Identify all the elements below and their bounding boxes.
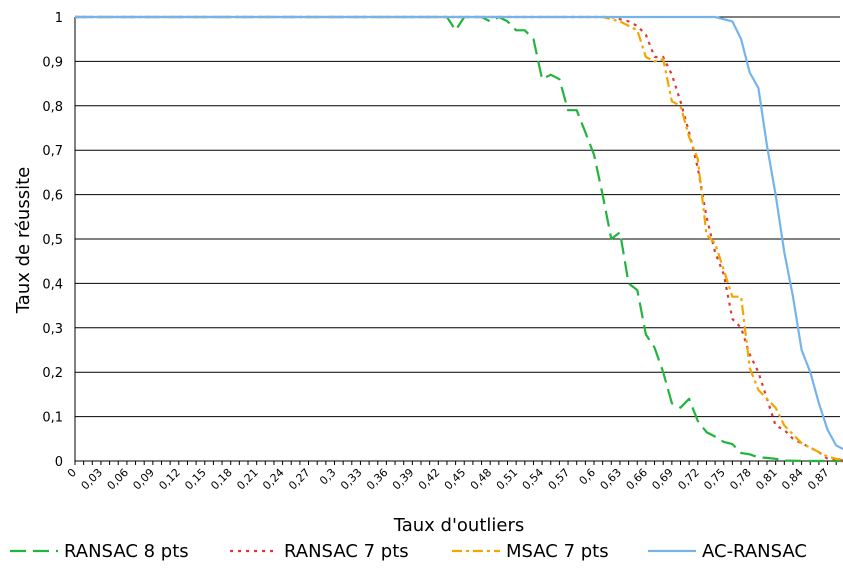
y-tick-label: 0,4 bbox=[42, 277, 63, 292]
y-tick-label: 0,8 bbox=[42, 100, 63, 115]
x-tick-label: 0,36 bbox=[364, 466, 391, 493]
x-tick-label: 0,87 bbox=[805, 466, 832, 493]
y-tick-label: 0 bbox=[55, 455, 63, 470]
x-tick-label: 0,78 bbox=[727, 466, 754, 493]
series-line-ac-ransac bbox=[75, 15, 843, 451]
x-tick-label: 0,06 bbox=[105, 466, 132, 493]
y-axis-label: Taux de réussite bbox=[13, 167, 34, 314]
axes bbox=[74, 17, 837, 465]
x-tick-label: 0,3 bbox=[317, 466, 339, 488]
series-line-ransac-8-pts bbox=[75, 15, 843, 463]
y-tick-label: 0,2 bbox=[42, 366, 63, 381]
y-tick-label: 0,3 bbox=[42, 322, 63, 337]
x-tick-label: 0,18 bbox=[208, 466, 235, 493]
x-tick-label: 0,24 bbox=[260, 466, 287, 493]
x-tick-label: 0,75 bbox=[701, 466, 728, 493]
x-tick-label: 0,84 bbox=[779, 466, 806, 493]
series-line-msac-7-pts bbox=[75, 15, 843, 461]
legend-entry: AC-RANSAC bbox=[702, 541, 807, 562]
x-tick-label: 0 bbox=[65, 466, 79, 480]
x-tick-label: 0,09 bbox=[130, 466, 157, 493]
y-tick-label: 0,6 bbox=[42, 189, 63, 204]
series-lines bbox=[75, 15, 843, 463]
y-tick-label: 1 bbox=[55, 11, 63, 26]
x-tick-label: 0,81 bbox=[753, 466, 780, 493]
x-tick-label: 0,42 bbox=[416, 466, 443, 493]
x-tick-label: 0,45 bbox=[442, 466, 469, 493]
x-tick-label: 0,33 bbox=[338, 466, 365, 493]
tick-labels: 00,10,20,30,40,50,60,70,80,910 0,03 0,06 0,… bbox=[42, 11, 831, 492]
legend-entry: RANSAC 8 pts bbox=[64, 541, 189, 562]
x-tick-label: 0,54 bbox=[520, 466, 547, 493]
y-tick-label: 0,7 bbox=[42, 144, 63, 159]
x-tick-label: 0,39 bbox=[390, 466, 417, 493]
x-tick-label: 0,27 bbox=[286, 466, 313, 493]
x-tick-label: 0,15 bbox=[182, 466, 209, 493]
x-tick-label: 0,63 bbox=[598, 466, 625, 493]
x-tick-label: 0,03 bbox=[79, 466, 106, 493]
y-tick-label: 0,5 bbox=[42, 233, 63, 248]
x-tick-label: 0,72 bbox=[675, 466, 702, 493]
x-tick-label: 0,48 bbox=[468, 466, 495, 493]
legend-entry: RANSAC 7 pts bbox=[284, 541, 409, 562]
legend: RANSAC 8 pts RANSAC 7 pts MSAC 7 pts AC-RAN… bbox=[10, 541, 807, 562]
legend-entry: MSAC 7 pts bbox=[506, 541, 609, 562]
x-axis-label: Taux d'outliers bbox=[393, 515, 525, 536]
x-tick-label: 0,21 bbox=[234, 466, 261, 493]
x-tick-label: 0,12 bbox=[156, 466, 183, 493]
x-tick-label: 0,51 bbox=[494, 466, 521, 493]
y-tick-label: 0,9 bbox=[42, 55, 63, 70]
gridlines bbox=[75, 16, 840, 462]
x-tick-label: 0,69 bbox=[649, 466, 676, 493]
x-tick-label: 0,66 bbox=[624, 466, 651, 493]
y-tick-label: 0,1 bbox=[42, 411, 63, 426]
x-tick-label: 0,57 bbox=[546, 466, 573, 493]
x-tick-label: 0,6 bbox=[577, 466, 599, 488]
